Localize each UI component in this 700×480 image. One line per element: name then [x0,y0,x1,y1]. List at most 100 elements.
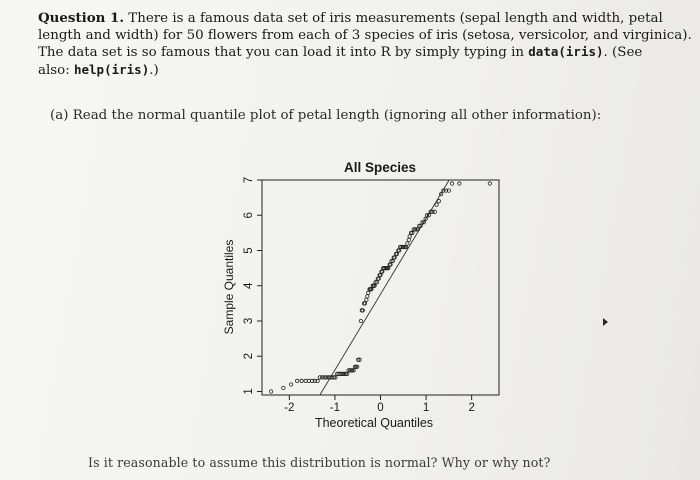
followup-question: Is it reasonable to assume this distribu… [88,455,551,470]
data-point [331,375,337,380]
data-point [289,382,294,387]
data-points [269,181,492,394]
data-point [294,378,300,384]
y-axis: 1 2 3 4 5 6 7 [243,177,262,395]
data-point [414,227,419,232]
data-point [345,371,350,376]
data-point [423,216,428,221]
x-tick-label: 2 [468,402,474,414]
reference-line [319,179,450,396]
data-point [410,230,415,235]
data-point [322,375,327,380]
data-point [343,371,348,376]
data-point [430,209,435,214]
data-point [342,371,347,376]
data-point [373,280,378,285]
data-point [310,378,315,384]
data-point [407,234,412,239]
data-point [406,237,411,243]
y-tick-label: 4 [243,282,255,289]
data-point [401,244,406,250]
part-a-prompt: (a) Read the normal quantile plot of pet… [50,108,602,123]
data-point [417,223,422,228]
data-point [364,297,369,302]
data-point [320,375,325,380]
data-point [353,364,358,369]
y-axis-label: Sample Quantiles [222,240,236,335]
data-point [411,227,416,232]
data-point [434,202,439,207]
data-point [386,266,391,271]
data-point [333,375,338,380]
data-point [358,318,364,324]
y-tick-label: 7 [243,177,255,183]
data-point [413,227,418,232]
data-point [369,287,374,292]
data-point [415,227,420,232]
data-point [405,241,410,246]
data-point [317,375,322,380]
data-point [341,371,346,376]
data-point [403,244,409,250]
y-tick-label: 1 [243,388,255,394]
data-point [439,191,444,197]
data-point [420,220,425,225]
data-point [351,368,356,373]
data-point [394,251,400,257]
data-point [428,209,433,214]
data-point [360,308,365,313]
data-point [281,385,286,391]
y-tick-label: 2 [243,353,255,359]
data-point [356,357,361,362]
question-text: Question 1. There is a famous data set o… [38,10,698,79]
data-point [457,181,462,186]
data-point [408,230,414,235]
data-point [362,301,368,306]
data-point [449,181,455,186]
x-tick-label: -2 [284,402,294,414]
question-line-4: also: [38,62,74,78]
data-point [392,255,397,260]
data-point [338,371,343,376]
code-help-iris: help(iris) [73,61,150,77]
plot-frame [261,179,500,396]
x-tick-label: -1 [330,402,340,414]
data-point [436,199,441,204]
data-point [441,188,446,193]
question-line-1: There is a famous data set of iris measu… [124,11,663,26]
data-point [339,371,344,376]
code-data-iris: data(iris) [528,44,604,59]
question-line-3: The data set is so famous that you can l… [38,45,529,60]
data-point [315,378,320,384]
question-line-4-end: .) [149,62,159,78]
y-tick-label: 6 [243,212,255,218]
question-number: Question 1. [38,10,125,26]
data-point [444,188,449,193]
question-line-3-end: . (See [603,45,643,60]
data-point [312,378,317,384]
data-point [389,258,394,264]
x-axis: -2 -1 0 1 2 [284,395,475,414]
y-tick-label: 3 [243,318,255,324]
data-point [487,181,492,186]
question-line-2: length and width) for 50 flowers from ea… [38,27,692,43]
x-tick-label: 0 [377,402,383,414]
data-point [426,213,431,218]
data-point [269,389,274,394]
data-point [446,188,451,193]
chart-title: All Species [344,160,416,175]
data-point [366,290,371,295]
data-point [299,378,304,384]
data-point [421,220,426,225]
y-tick-label: 5 [243,247,255,253]
data-point [418,223,423,228]
x-axis-label: Theoretical Quantiles [315,416,433,430]
data-point [324,375,329,380]
data-point [365,294,370,299]
data-point [355,364,360,369]
cursor-arrow-icon [603,318,608,326]
x-tick-label: 1 [423,402,429,414]
data-point [424,213,430,218]
data-point [432,209,437,214]
